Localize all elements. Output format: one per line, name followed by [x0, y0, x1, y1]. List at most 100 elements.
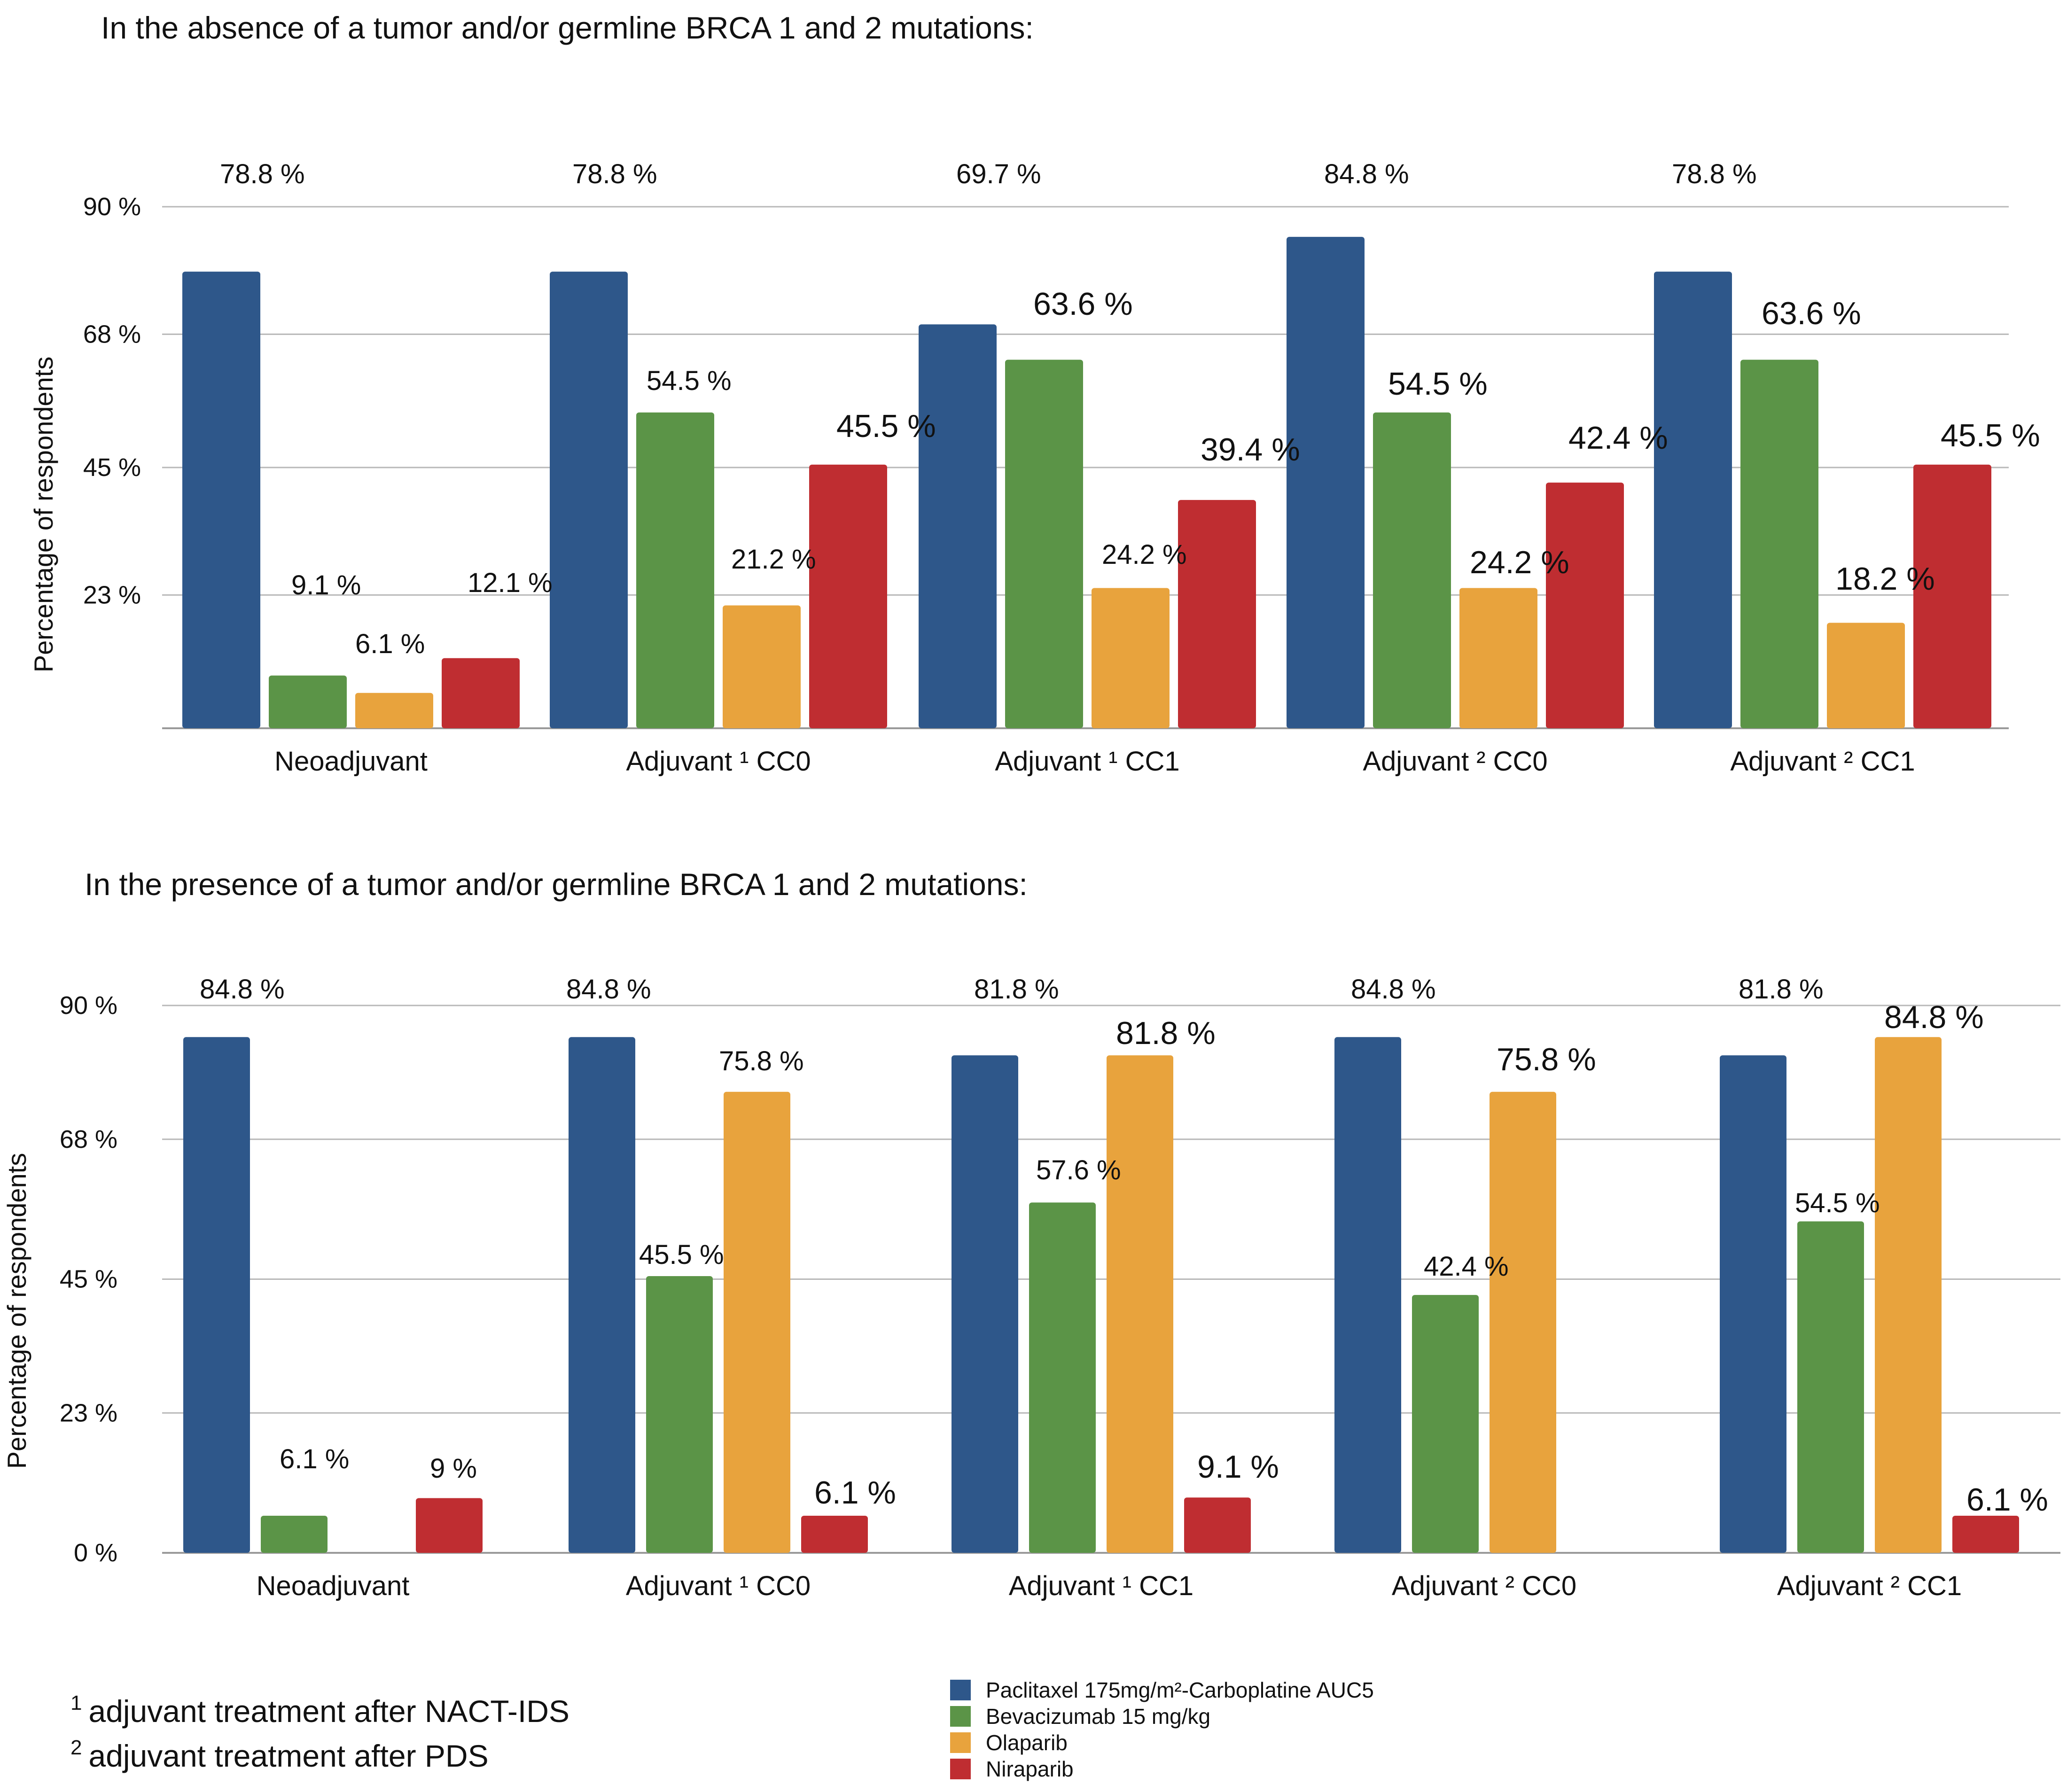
chart-absence-brca: In the absence of a tumor and/or germlin… — [29, 10, 2040, 777]
footnote-1-text: adjuvant treatment after NACT-IDS — [88, 1694, 569, 1729]
bar — [724, 1091, 790, 1553]
y-tick-label: 90 % — [83, 193, 141, 221]
footnote-1: 1 adjuvant treatment after NACT-IDS — [70, 1691, 569, 1729]
bar — [1827, 623, 1905, 728]
data-label: 6.1 % — [280, 1444, 349, 1474]
data-label: 54.5 % — [647, 366, 732, 396]
bar — [355, 693, 433, 728]
data-label: 75.8 % — [719, 1046, 804, 1076]
data-label: 9.1 % — [291, 570, 361, 600]
data-label: 84.8 % — [200, 974, 285, 1005]
data-label: 45.5 % — [639, 1239, 724, 1270]
x-category-label: Adjuvant ¹ CC1 — [1009, 1571, 1193, 1601]
y-tick-label: 45 % — [83, 453, 141, 482]
data-label: 54.5 % — [1388, 366, 1488, 402]
bar — [183, 1037, 250, 1553]
chart-presence-y-axis-label: Percentage of respondents — [2, 1153, 31, 1469]
bar — [1490, 1091, 1556, 1553]
data-label: 6.1 % — [355, 629, 425, 659]
data-label: 81.8 % — [1116, 1015, 1216, 1051]
bar — [1178, 500, 1256, 728]
data-label: 54.5 % — [1795, 1188, 1880, 1218]
y-tick-label: 68 % — [83, 320, 141, 348]
chart-presence-title: In the presence of a tumor and/or germli… — [85, 867, 1028, 902]
legend-label: Olaparib — [986, 1730, 1068, 1755]
x-category-label: Adjuvant ² CC0 — [1392, 1571, 1576, 1601]
legend: Paclitaxel 175mg/m²-Carboplatine AUC5Bev… — [950, 1678, 1374, 1781]
data-label: 18.2 % — [1835, 561, 1935, 597]
x-category-label: Adjuvant ² CC1 — [1730, 746, 1915, 777]
x-category-label: Neoadjuvant — [274, 746, 428, 777]
y-tick-label: 23 % — [60, 1399, 117, 1427]
data-label: 24.2 % — [1102, 539, 1187, 570]
bar — [1005, 359, 1083, 728]
y-tick-label: 0 % — [74, 1539, 117, 1567]
bar — [1546, 483, 1624, 728]
bar — [416, 1498, 483, 1553]
data-label: 9 % — [430, 1453, 477, 1484]
bar — [442, 658, 520, 728]
data-label: 42.4 % — [1568, 420, 1668, 456]
bar — [550, 272, 628, 728]
data-label: 9.1 % — [1197, 1449, 1279, 1485]
bar — [1797, 1221, 1864, 1553]
bar — [919, 324, 997, 728]
bar — [809, 464, 887, 728]
data-label: 24.2 % — [1470, 545, 1569, 580]
legend-label: Bevacizumab 15 mg/kg — [986, 1704, 1210, 1729]
x-category-label: Adjuvant ² CC1 — [1777, 1571, 1962, 1601]
data-label: 78.8 % — [1672, 159, 1757, 189]
bar — [182, 272, 260, 728]
y-tick-label: 90 % — [60, 991, 117, 1020]
footnotes: 1 adjuvant treatment after NACT-IDS 2 adju… — [70, 1691, 569, 1773]
legend-swatch — [950, 1759, 971, 1779]
data-label: 63.6 % — [1033, 286, 1133, 322]
bar — [1107, 1055, 1173, 1553]
bar — [1654, 272, 1732, 728]
data-label: 42.4 % — [1424, 1251, 1509, 1282]
data-label: 84.8 % — [1884, 999, 1984, 1035]
bar — [1875, 1037, 1942, 1553]
bar — [646, 1276, 713, 1553]
data-label: 39.4 % — [1201, 432, 1300, 467]
y-tick-label: 23 % — [83, 581, 141, 609]
bar — [1913, 464, 1991, 728]
data-label: 78.8 % — [572, 159, 657, 189]
bar — [1334, 1037, 1401, 1553]
bar — [569, 1037, 635, 1553]
data-label: 6.1 % — [814, 1475, 896, 1511]
bar — [269, 675, 347, 728]
legend-label: Niraparib — [986, 1757, 1074, 1781]
data-label: 75.8 % — [1497, 1042, 1596, 1077]
x-category-label: Adjuvant ¹ CC0 — [626, 746, 811, 777]
data-label: 12.1 % — [468, 568, 553, 598]
legend-label: Paclitaxel 175mg/m²-Carboplatine AUC5 — [986, 1678, 1374, 1702]
x-category-label: Adjuvant ¹ CC1 — [995, 746, 1179, 777]
bar — [636, 412, 714, 728]
x-category-label: Neoadjuvant — [257, 1571, 410, 1601]
bar — [1952, 1516, 2019, 1553]
data-label: 45.5 % — [1941, 418, 2040, 453]
bar — [261, 1516, 328, 1553]
x-category-label: Adjuvant ² CC0 — [1363, 746, 1547, 777]
footnote-2-text: adjuvant treatment after PDS — [88, 1738, 488, 1773]
bar — [1029, 1202, 1096, 1553]
bar — [1373, 412, 1451, 728]
data-label: 84.8 % — [1324, 159, 1409, 189]
data-label: 78.8 % — [220, 159, 305, 189]
bar — [952, 1055, 1018, 1553]
legend-swatch — [950, 1680, 971, 1700]
chart-presence-brca: In the presence of a tumor and/or germli… — [2, 867, 2060, 1601]
bar — [1184, 1497, 1251, 1553]
chart-absence-y-axis-label: Percentage of respondents — [29, 357, 58, 672]
legend-swatch — [950, 1706, 971, 1727]
data-label: 84.8 % — [1351, 974, 1436, 1005]
footnote-2: 2 adjuvant treatment after PDS — [70, 1736, 489, 1773]
bar — [1740, 359, 1818, 728]
data-label: 45.5 % — [836, 408, 936, 444]
bar — [1459, 588, 1537, 728]
data-label: 21.2 % — [731, 544, 816, 575]
x-category-label: Adjuvant ¹ CC0 — [626, 1571, 811, 1601]
bar — [723, 605, 801, 728]
